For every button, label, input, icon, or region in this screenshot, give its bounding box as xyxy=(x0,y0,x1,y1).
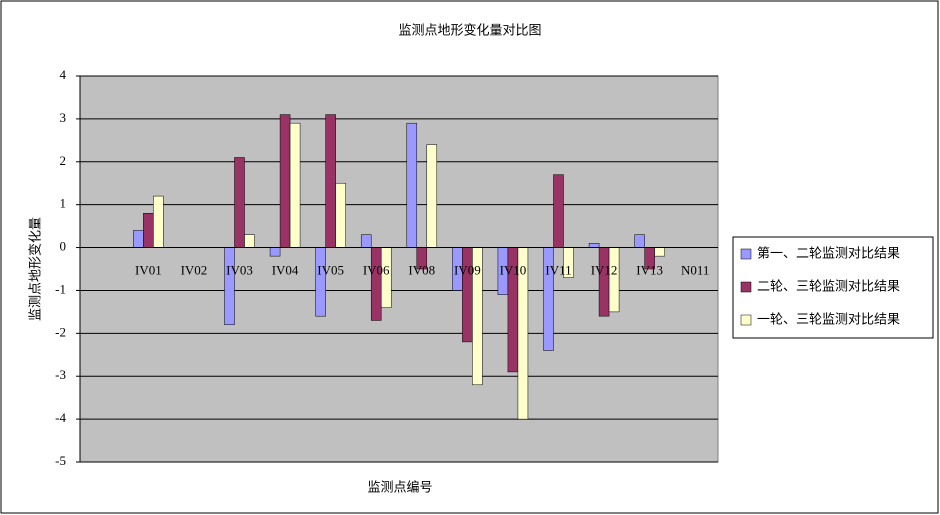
x-tick-label: IV02 xyxy=(181,263,208,278)
legend-label: 第一、二轮监测对比结果 xyxy=(757,247,900,262)
x-tick-label: IV13 xyxy=(636,263,663,278)
bar xyxy=(289,122,301,248)
y-tick-label: -4 xyxy=(55,410,66,425)
x-tick-label: IV06 xyxy=(363,263,390,278)
legend-swatch xyxy=(740,281,752,293)
x-tick-label: IV09 xyxy=(454,263,481,278)
bar xyxy=(133,230,144,248)
bar xyxy=(279,114,291,248)
y-tick-label: 4 xyxy=(60,67,67,82)
bar xyxy=(325,114,336,248)
legend-swatch xyxy=(740,248,752,260)
bar xyxy=(634,234,645,248)
x-tick-label: N011 xyxy=(681,263,709,278)
legend-label: 二轮、三轮监测对比结果 xyxy=(757,280,900,295)
bar xyxy=(315,247,326,317)
legend-swatch xyxy=(740,314,752,326)
x-tick-label: IV12 xyxy=(591,263,618,278)
y-tick-label: 0 xyxy=(60,239,67,254)
bar xyxy=(143,212,154,248)
bar xyxy=(335,182,346,248)
bar xyxy=(224,247,235,326)
y-tick-label: -5 xyxy=(55,453,66,468)
y-tick-label: -2 xyxy=(55,324,66,339)
legend-label: 一轮、三轮监测对比结果 xyxy=(757,313,900,328)
plot-area xyxy=(79,75,719,463)
bar xyxy=(153,195,164,248)
x-tick-label: IV05 xyxy=(317,263,344,278)
bar xyxy=(406,122,418,248)
y-tick-label: 1 xyxy=(60,196,67,211)
bar xyxy=(269,247,281,257)
y-tick-label: 2 xyxy=(60,153,67,168)
y-tick-label: 3 xyxy=(60,110,67,125)
bar xyxy=(370,247,382,321)
bar xyxy=(588,243,600,248)
legend-box xyxy=(732,236,934,339)
bar xyxy=(380,247,392,308)
bar xyxy=(426,144,438,248)
bar xyxy=(360,234,372,248)
y-tick-label: -3 xyxy=(55,367,66,382)
x-tick-label: IV04 xyxy=(272,263,299,278)
bar xyxy=(234,157,245,248)
x-tick-label: IV03 xyxy=(226,263,253,278)
bar xyxy=(553,174,564,248)
bar xyxy=(608,247,620,313)
x-axis-label: 监测点编号 xyxy=(367,481,432,496)
x-tick-label: IV01 xyxy=(135,263,162,278)
x-tick-label: IV11 xyxy=(545,263,571,278)
bar xyxy=(598,247,610,317)
bar xyxy=(654,247,665,257)
y-axis-label: 监测点地形变化量 xyxy=(28,217,44,321)
y-tick-label: -1 xyxy=(55,281,66,296)
chart-title: 监测点地形变化量对比图 xyxy=(398,23,541,39)
x-tick-label: IV08 xyxy=(408,263,435,278)
x-tick-label: IV10 xyxy=(500,263,527,278)
bar xyxy=(244,234,255,248)
